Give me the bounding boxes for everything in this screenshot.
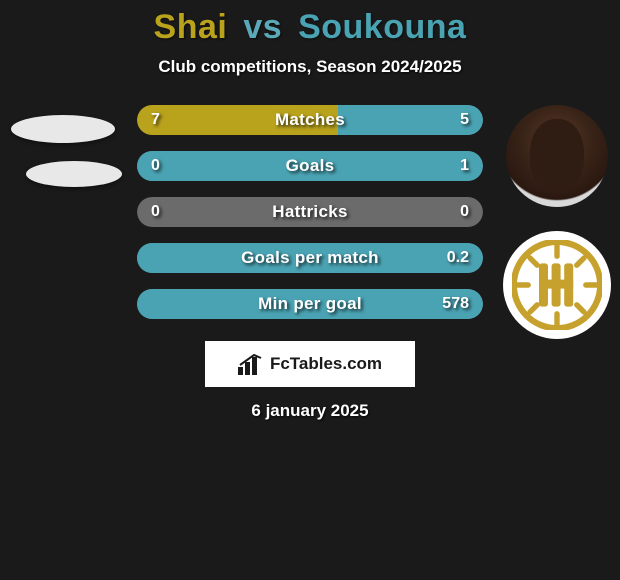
page-title: Shai vs Soukouna: [0, 8, 620, 47]
player2-club-badge: [503, 231, 611, 339]
comparison-area: 7Matches50Goals10Hattricks0Goals per mat…: [0, 105, 620, 319]
left-avatar-column: [8, 105, 118, 205]
date-label: 6 january 2025: [0, 401, 620, 421]
stat-right-value: 578: [442, 289, 469, 319]
stat-row: 0Goals1: [137, 151, 483, 181]
chart-icon: [238, 353, 264, 375]
stat-row: 7Matches5: [137, 105, 483, 135]
right-avatar-column: [502, 105, 612, 339]
player1-name: Shai: [154, 8, 228, 46]
stat-label: Goals per match: [137, 243, 483, 273]
stat-right-value: 5: [460, 105, 469, 135]
watermark: FcTables.com: [205, 341, 415, 387]
stat-label: Min per goal: [137, 289, 483, 319]
stat-label: Hattricks: [137, 197, 483, 227]
player1-club-placeholder: [26, 161, 122, 187]
stat-right-value: 0.2: [447, 243, 469, 273]
stat-row: Min per goal578: [137, 289, 483, 319]
stat-row: 0Hattricks0: [137, 197, 483, 227]
stat-row: Goals per match0.2: [137, 243, 483, 273]
watermark-text: FcTables.com: [270, 354, 382, 374]
player2-avatar: [506, 105, 608, 207]
stat-bars: 7Matches50Goals10Hattricks0Goals per mat…: [137, 105, 483, 319]
stat-label: Goals: [137, 151, 483, 181]
vs-text: vs: [243, 8, 282, 46]
stat-label: Matches: [137, 105, 483, 135]
club-badge-icon: [512, 240, 602, 330]
stat-right-value: 0: [460, 197, 469, 227]
stat-right-value: 1: [460, 151, 469, 181]
player1-avatar-placeholder: [11, 115, 115, 143]
subtitle: Club competitions, Season 2024/2025: [0, 57, 620, 77]
player2-name: Soukouna: [298, 8, 466, 46]
